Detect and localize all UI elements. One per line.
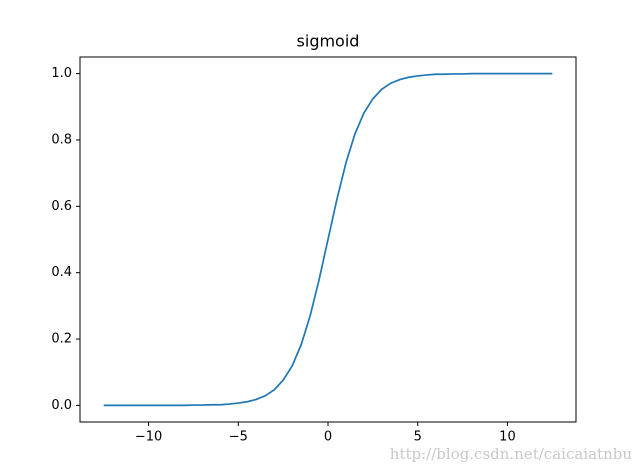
chart-title: sigmoid — [297, 32, 360, 51]
x-tick-label: 0 — [324, 430, 332, 445]
line-series — [103, 72, 553, 407]
y-tick-label: 0.2 — [51, 332, 72, 347]
y-tick-label: 1.0 — [51, 66, 72, 81]
x-tick-label: 10 — [499, 430, 516, 445]
x-tick-label: 5 — [414, 430, 422, 445]
x-tick-label: −10 — [135, 430, 162, 445]
y-tick-label: 0.0 — [51, 398, 72, 413]
y-tick-label: 0.4 — [51, 265, 72, 280]
watermark: http://blog.csdn.net/caicaiatnbu — [390, 445, 633, 463]
y-tick-label: 0.6 — [51, 199, 72, 214]
y-tick-label: 0.8 — [51, 132, 72, 147]
x-tick-label: −5 — [229, 430, 248, 445]
